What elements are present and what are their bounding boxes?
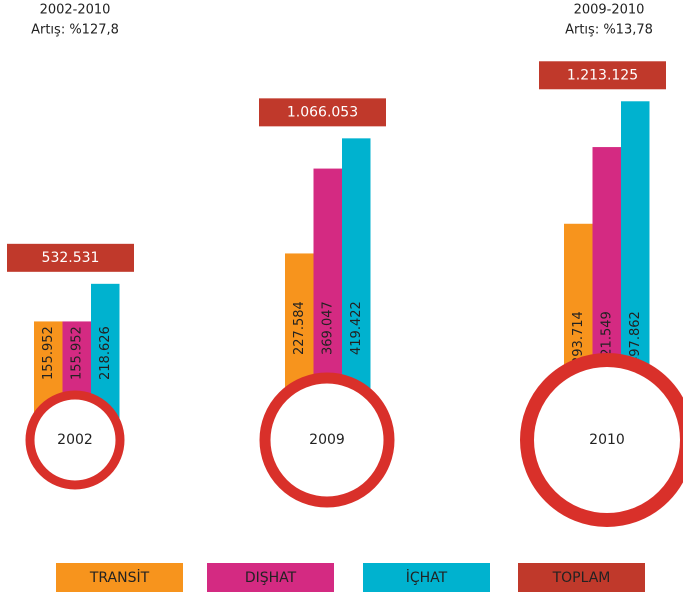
total-box [539,61,666,90]
category-label: 2002 [57,432,93,448]
value-label: 293.714 [571,311,586,365]
value-label: 218.626 [98,326,113,380]
value-label: 421.549 [599,311,614,365]
bar [313,168,342,410]
value-label: 227.584 [292,301,307,355]
legend-label: TRANSİT [89,568,150,586]
legend-label: TOPLAM [552,570,611,586]
value-label: 155.952 [69,326,84,380]
value-label: 497.862 [628,311,643,365]
total-label: 532.531 [42,250,100,266]
total-label: 1.066.053 [287,104,358,120]
annotation-text: Artış: %127,8 [31,23,119,38]
legend-label: DIŞHAT [245,570,297,586]
legend-swatch [518,563,645,592]
category-label: 2010 [589,432,625,448]
legend-swatch [363,563,490,592]
year-circle [259,372,395,508]
total-label: 1.213.125 [567,67,638,83]
legend-swatch [207,563,334,592]
annotation-period: 2002-2010 [40,3,111,18]
annotation-text: Artış: %13,78 [565,23,653,38]
legend-swatch [56,563,183,592]
category-label: 2009 [309,432,345,448]
total-box [259,98,386,127]
total-box [7,243,134,272]
value-label: 369.047 [320,301,335,355]
legend-label: İÇHAT [406,568,448,586]
year-circle [520,353,683,527]
annotation-period: 2009-2010 [574,3,645,18]
value-label: 419.422 [349,301,364,355]
year-circle [25,390,125,490]
bar [342,138,371,410]
value-label: 155.952 [41,326,56,380]
